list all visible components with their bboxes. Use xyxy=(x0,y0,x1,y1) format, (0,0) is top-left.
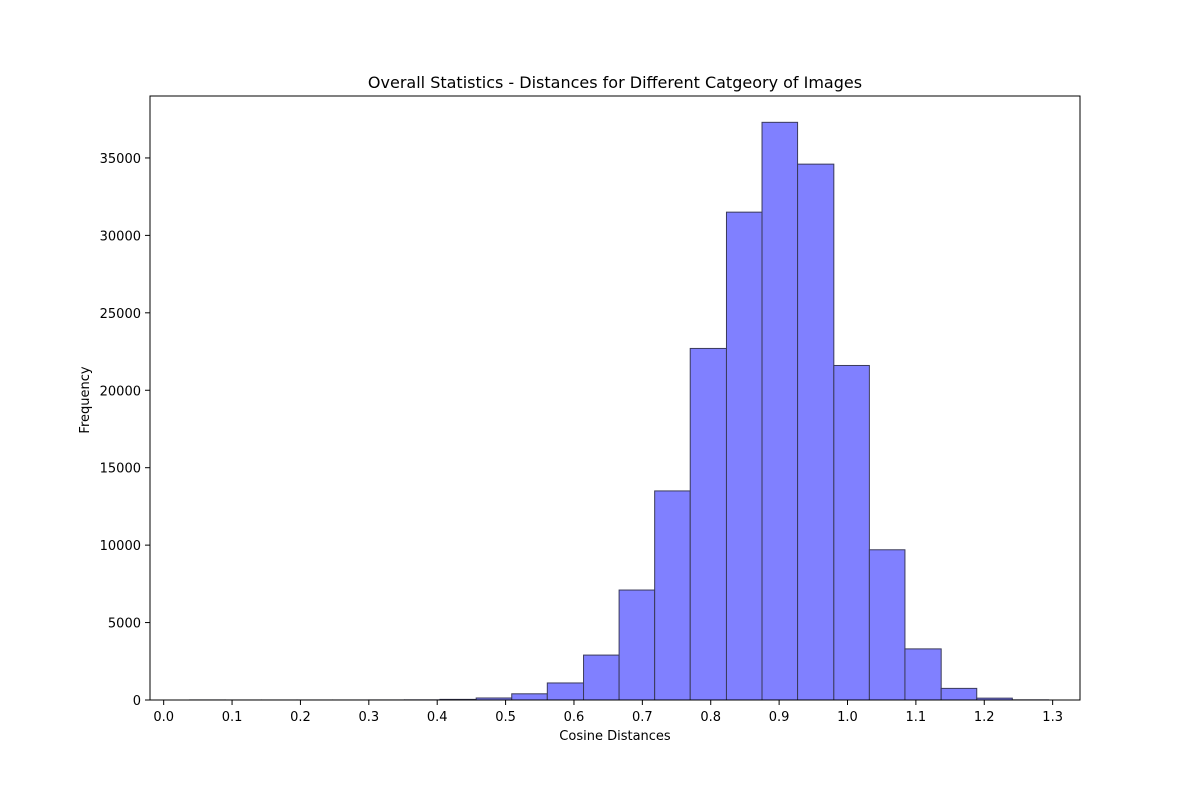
y-axis-label: Frequency xyxy=(78,366,93,433)
histogram-bar xyxy=(654,490,691,701)
y-tick-label: 10000 xyxy=(100,539,141,554)
x-tick-label: 0.1 xyxy=(222,710,243,725)
y-tick-label: 20000 xyxy=(100,384,141,399)
x-tick-label: 1.2 xyxy=(974,710,995,725)
plot-frame xyxy=(149,95,1081,701)
y-tick-label: 0 xyxy=(133,694,141,709)
y-tick-label: 15000 xyxy=(100,462,141,477)
x-tick-label: 0.0 xyxy=(153,710,174,725)
histogram-bar xyxy=(940,687,978,701)
x-tick-label: 1.0 xyxy=(837,710,858,725)
x-tick-label: 1.3 xyxy=(1042,710,1063,725)
x-tick-label: 0.8 xyxy=(700,710,721,725)
histogram-bar xyxy=(546,682,585,701)
y-tick-label: 5000 xyxy=(108,617,141,632)
x-tick-label: 0.3 xyxy=(358,710,379,725)
histogram-bar xyxy=(904,648,942,701)
histogram-bar xyxy=(583,654,620,701)
histogram-bar xyxy=(761,121,799,701)
x-axis-label: Cosine Distances xyxy=(559,729,671,744)
x-tick-label: 0.4 xyxy=(427,710,448,725)
y-tick-label: 25000 xyxy=(100,307,141,322)
chart-title: Overall Statistics - Distances for Diffe… xyxy=(368,73,862,92)
histogram-bars xyxy=(189,121,1050,701)
y-tick-label: 30000 xyxy=(100,229,141,244)
y-tick-label: 35000 xyxy=(100,152,141,167)
x-tick-label: 0.7 xyxy=(632,710,653,725)
x-tick-label: 1.1 xyxy=(906,710,927,725)
histogram-bar xyxy=(618,589,656,701)
x-axis-ticks: 0.0 0.1 0.2 0.3 0.4 0.5 0.6 0.7 0.8 0.9 1.0 1.1 1.2 1… xyxy=(153,700,1063,725)
y-axis-ticks: 0 5000 10000 15000 20000 25000 30000 35000 xyxy=(100,152,150,709)
histogram-bar xyxy=(868,549,906,701)
x-tick-label: 0.5 xyxy=(495,710,516,725)
histogram-bar xyxy=(511,693,548,701)
histogram-bar xyxy=(797,163,835,701)
x-tick-label: 0.2 xyxy=(290,710,311,725)
histogram-bar xyxy=(689,347,727,701)
histogram-bar xyxy=(833,364,870,701)
x-tick-label: 0.9 xyxy=(769,710,790,725)
histogram-bar xyxy=(725,211,763,701)
x-tick-label: 0.6 xyxy=(564,710,585,725)
